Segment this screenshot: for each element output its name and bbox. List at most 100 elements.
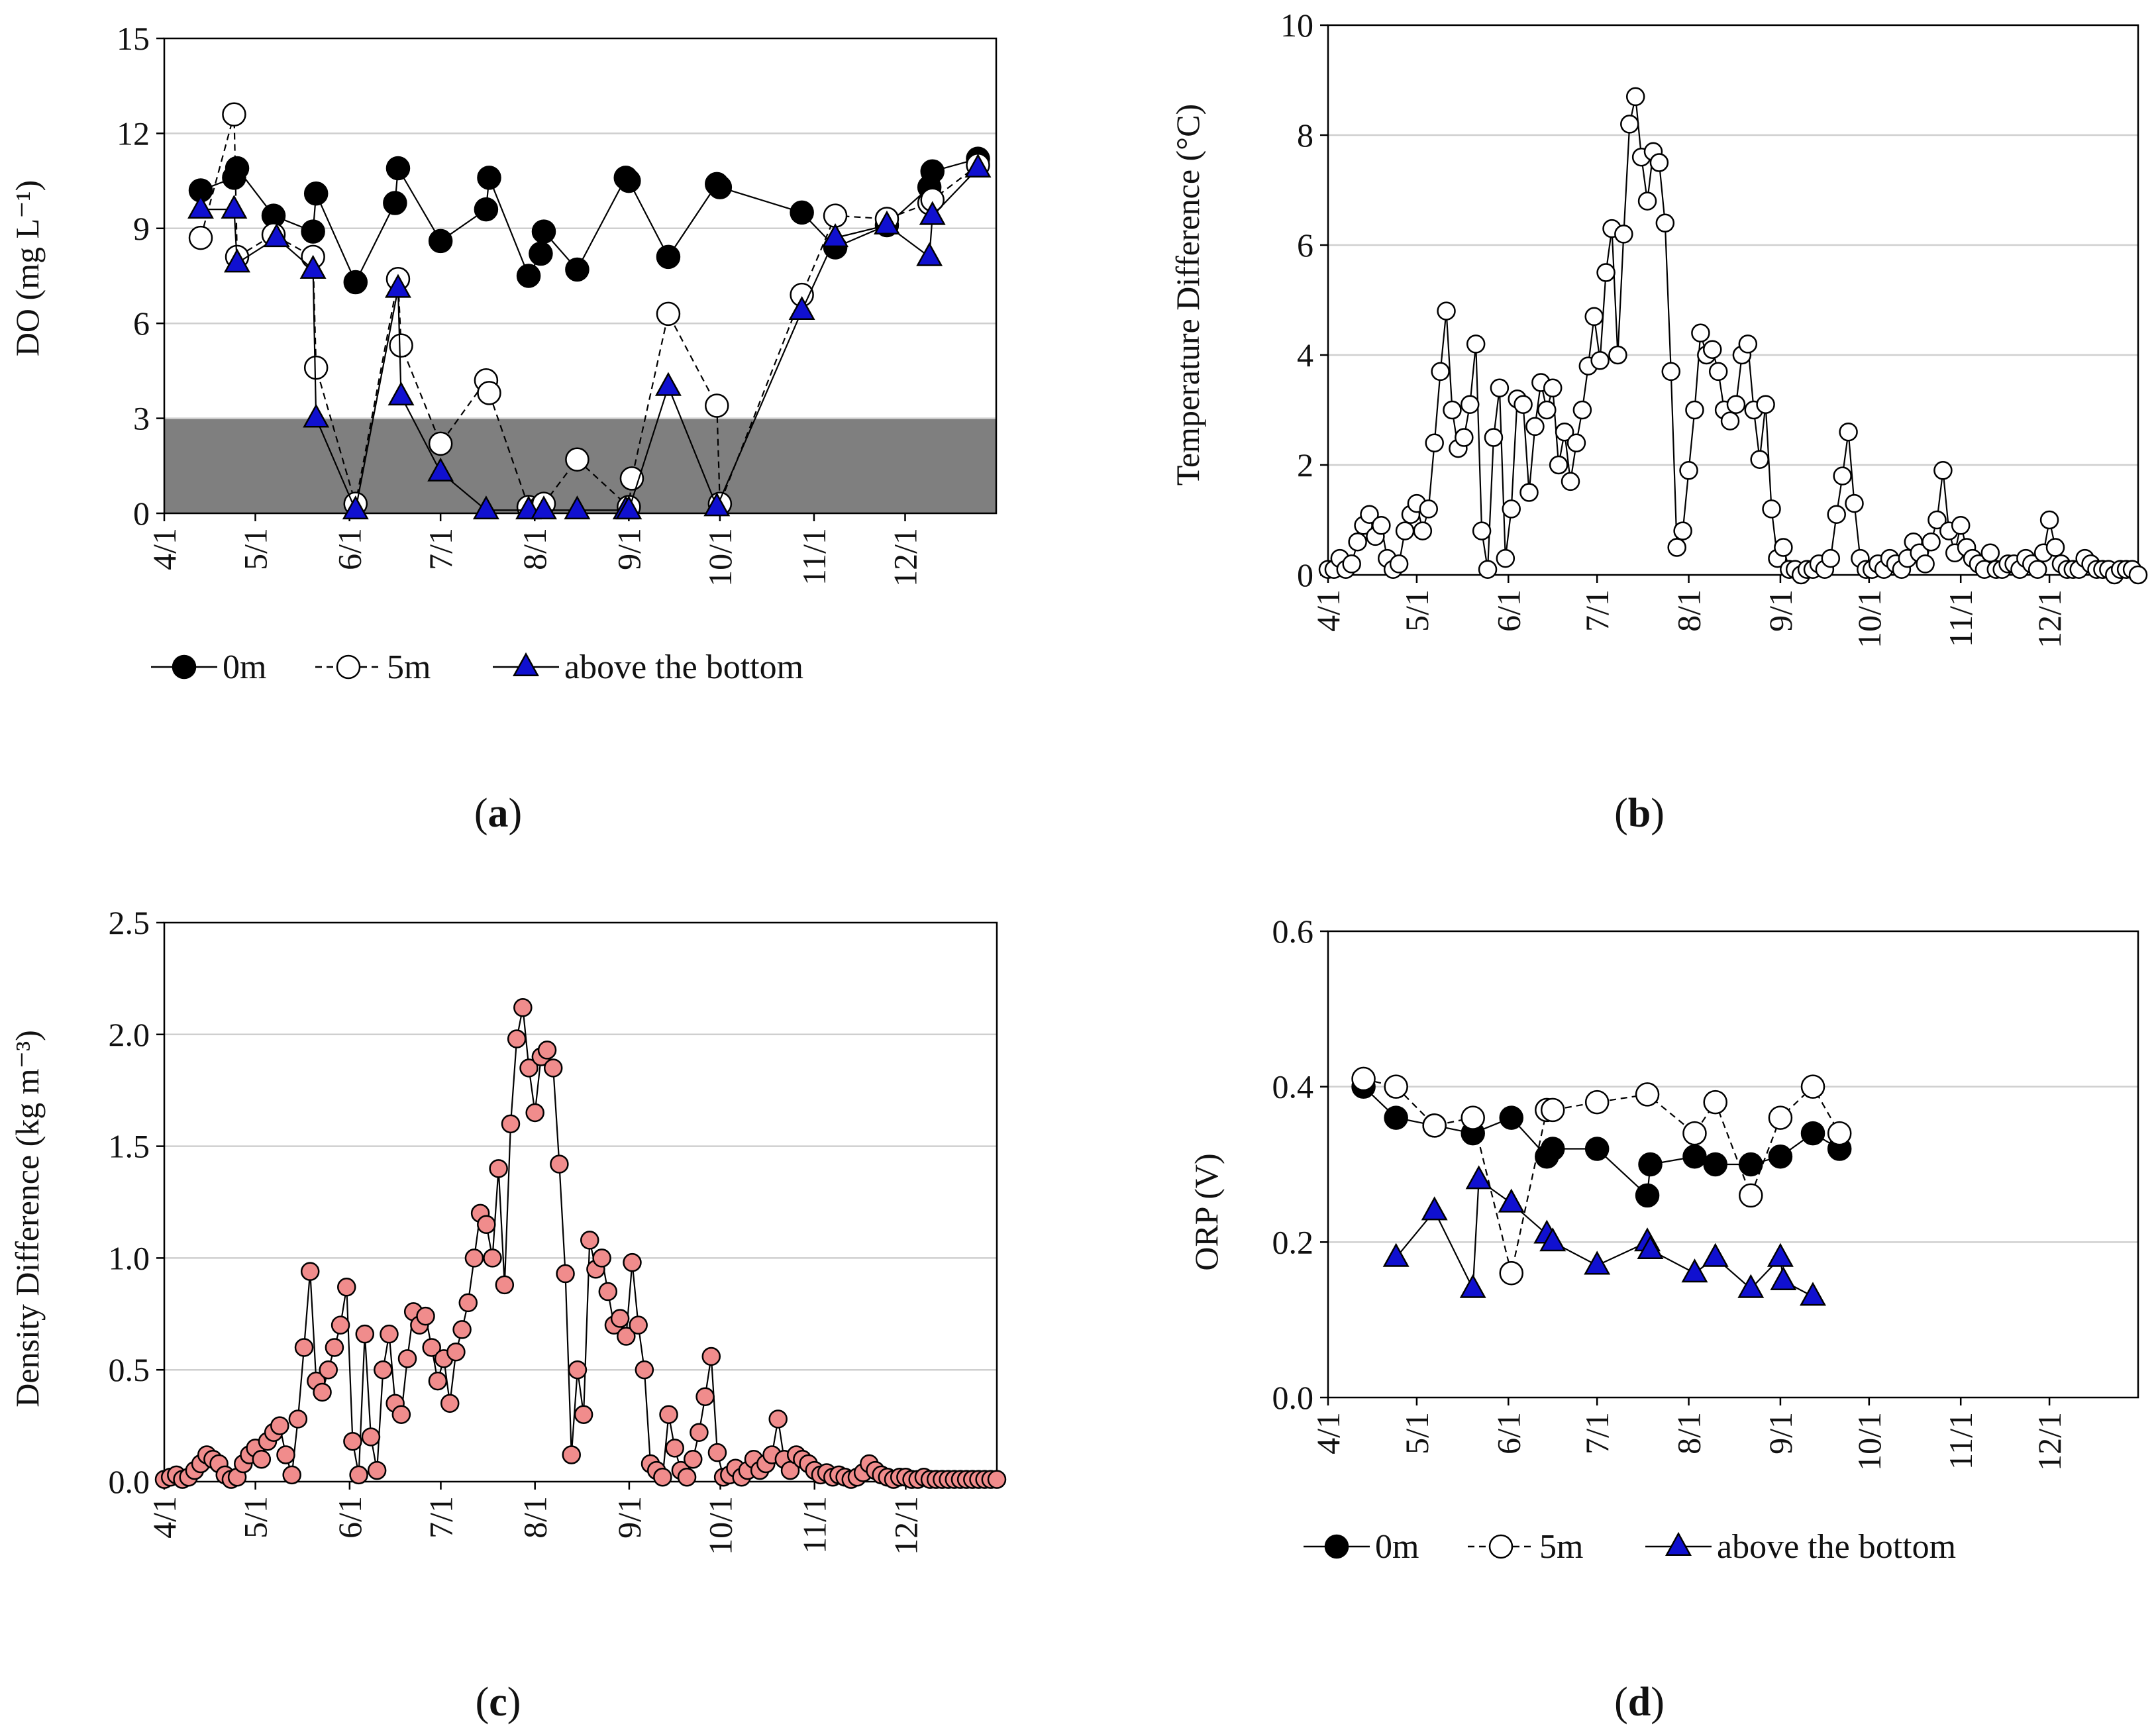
- data-point: [1708, 362, 1728, 382]
- x-tick-label: 6/1: [1490, 1412, 1527, 1454]
- data-point: [1498, 1188, 1525, 1213]
- data-point: [1635, 1183, 1660, 1208]
- data-point: [1739, 1152, 1763, 1177]
- data-point: [705, 393, 729, 418]
- panel-d-tag-letter: d: [1628, 1680, 1651, 1725]
- data-point: [1762, 499, 1781, 519]
- data-point: [1682, 1145, 1707, 1169]
- legend-label: 5m: [1539, 1528, 1583, 1566]
- data-point: [477, 1215, 496, 1235]
- data-point: [1395, 521, 1415, 540]
- x-tick-label: 9/1: [1762, 589, 1799, 632]
- data-point: [1484, 428, 1504, 447]
- data-point: [1635, 1082, 1660, 1107]
- data-point: [1845, 493, 1864, 513]
- data-point: [564, 495, 591, 520]
- x-tick-label: 12/1: [2031, 589, 2068, 648]
- legend-marker: [336, 654, 361, 680]
- data-point: [252, 1449, 272, 1469]
- data-point: [543, 1058, 563, 1078]
- data-point: [299, 254, 327, 279]
- data-point: [495, 1275, 515, 1295]
- legend-marker: [1665, 1531, 1692, 1556]
- y-tick-label: 0.4: [1272, 1068, 1314, 1105]
- data-point: [1750, 450, 1769, 469]
- data-point: [580, 1231, 599, 1250]
- data-point: [416, 1306, 435, 1326]
- x-tick-label: 4/1: [1309, 589, 1347, 632]
- data-point: [707, 175, 733, 199]
- data-point: [1933, 461, 1953, 480]
- data-point: [964, 153, 992, 178]
- data-point: [654, 372, 682, 396]
- data-point: [385, 156, 411, 181]
- data-point: [288, 1409, 308, 1429]
- data-point: [788, 295, 815, 321]
- data-point: [519, 1058, 539, 1078]
- legend-label: above the bottom: [564, 648, 803, 686]
- x-tick-label: 9/1: [610, 528, 647, 570]
- data-point: [653, 1467, 672, 1487]
- data-point: [325, 1338, 344, 1357]
- series-line-data: [1328, 96, 2139, 576]
- data-point: [635, 1360, 654, 1380]
- x-tick-label: 9/1: [611, 1496, 648, 1539]
- x-tick-label: 8/1: [1670, 1412, 1708, 1454]
- data-point: [2128, 565, 2148, 585]
- x-tick-label: 6/1: [331, 528, 368, 570]
- series-line-0m: [1362, 1086, 1840, 1197]
- data-point: [1584, 1090, 1610, 1115]
- data-point: [695, 1387, 715, 1406]
- x-tick-label: 9/1: [1762, 1412, 1799, 1454]
- data-point: [446, 1342, 466, 1362]
- data-point: [1703, 1152, 1727, 1177]
- x-tick-label: 11/1: [796, 1496, 833, 1554]
- data-point: [1413, 521, 1433, 540]
- panel-a-tag: (a): [474, 791, 522, 836]
- data-point: [1384, 1105, 1408, 1130]
- data-point: [1537, 400, 1557, 420]
- x-tick-label: 6/1: [331, 1496, 368, 1539]
- data-point: [513, 998, 533, 1017]
- data-point: [1679, 461, 1698, 480]
- data-point: [707, 1443, 727, 1462]
- data-point: [483, 1248, 502, 1268]
- data-point: [550, 1154, 569, 1174]
- data-point: [1543, 378, 1563, 398]
- data-point: [1827, 1121, 1852, 1146]
- data-point: [919, 201, 946, 225]
- data-point: [1726, 395, 1746, 414]
- data-point: [1425, 433, 1444, 453]
- data-point: [565, 257, 590, 282]
- data-point: [397, 1349, 417, 1368]
- data-point: [1703, 340, 1722, 359]
- x-tick-label: 12/1: [2031, 1412, 2068, 1471]
- y-tick-label: 0.2: [1272, 1223, 1314, 1260]
- data-point: [619, 466, 644, 491]
- data-point: [440, 1394, 460, 1413]
- data-point: [1431, 362, 1450, 382]
- x-tick-label: 4/1: [146, 528, 183, 570]
- panel-b-tag: (b): [1614, 791, 1665, 836]
- panel-b: 0 2 4 6 8 10 4/1 5/1 6/1 7/1 8/1 9/1 10/1 11/1 12/1 Te…: [1169, 7, 2148, 836]
- data-point: [458, 1293, 478, 1313]
- data-point: [592, 1248, 611, 1268]
- data-point: [1691, 323, 1710, 343]
- legend-d: 0m 5m above the bottom: [1304, 1528, 1956, 1566]
- y-tick-label: 4: [1297, 336, 1313, 374]
- data-point: [1459, 1274, 1486, 1298]
- data-point: [1525, 417, 1545, 436]
- panel-c-ylabel: Density Difference (kg m⁻³): [9, 1030, 46, 1407]
- data-point: [464, 1248, 484, 1268]
- data-point: [263, 223, 290, 248]
- y-tick-label: 10: [1280, 7, 1313, 44]
- data-point: [428, 1371, 448, 1391]
- data-point: [1703, 1090, 1727, 1115]
- data-point: [665, 1439, 684, 1458]
- y-tick-label: 0: [133, 495, 150, 532]
- data-point: [224, 248, 250, 273]
- data-point: [276, 1445, 295, 1464]
- data-point: [1561, 472, 1580, 491]
- y-tick-label: 0.5: [109, 1351, 150, 1388]
- data-point: [501, 1114, 521, 1134]
